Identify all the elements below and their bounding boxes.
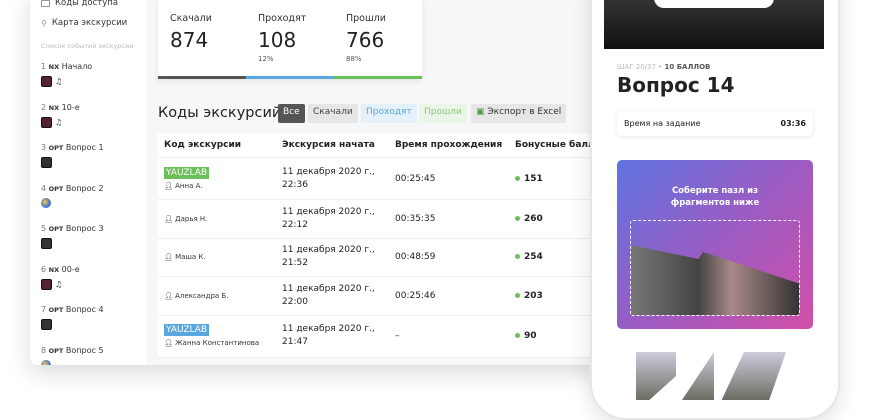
phone-screen: ШАГ 20/37 • 10 БАЛЛОВ Вопрос 14 Время на… <box>604 0 824 400</box>
event-item[interactable]: 7 ОРТ Вопрос 4 <box>41 305 104 330</box>
image-thumbnail-icon <box>41 157 52 168</box>
filter-all[interactable]: Все <box>278 104 305 123</box>
event-item[interactable]: 4 ОРТ Вопрос 2 <box>41 184 104 208</box>
audio-icon: ♫ <box>55 77 63 86</box>
stat-bar <box>158 76 246 79</box>
globe-icon <box>41 197 51 208</box>
stat-bar <box>246 76 334 79</box>
status-dot <box>515 292 520 298</box>
section-label: Список событий экскурсии <box>41 42 134 50</box>
user-icon: 👤︎ <box>164 214 176 223</box>
event-item[interactable]: 8 ОРТ Вопрос 5 <box>41 346 104 365</box>
sidebar-item-tour-map[interactable]: ⚲ Карта экскурсии <box>41 18 128 28</box>
filter-completed[interactable]: Прошли <box>419 104 467 123</box>
audio-icon: ♫ <box>55 279 63 289</box>
user-name: 👤︎ Александра Б. <box>164 291 229 300</box>
code-tag: YAUZLAB <box>164 166 210 179</box>
image-thumbnail-icon <box>41 319 52 330</box>
stat-2: Прошли 766 88% <box>346 13 386 63</box>
status-dot <box>515 254 520 260</box>
user-icon: 👤︎ <box>164 339 176 347</box>
status-dot <box>515 333 520 338</box>
user-icon: 👤︎ <box>164 253 176 262</box>
puzzle-fragment[interactable] <box>674 352 714 400</box>
stat-bar <box>334 76 422 79</box>
table-row[interactable]: 👤︎ Александра Б. 11 декабря 2020 г., 22:0… <box>158 277 610 316</box>
status-dot <box>515 175 520 181</box>
timer-box: Время на задание 03:36 <box>617 111 813 136</box>
image-thumbnail-icon <box>41 238 52 249</box>
col-bonus: Бонусные баллы <box>515 140 603 150</box>
user-icon: 👤︎ <box>164 291 176 300</box>
map-route-icon: ⚲ <box>41 18 47 28</box>
col-code: Код экскурсии <box>164 140 242 150</box>
user-name: 👤︎ Жанна Константинова <box>164 339 260 347</box>
puzzle-card: Соберите пазл из фрагментов ниже <box>617 160 813 329</box>
col-started: Экскурсия начата <box>282 139 375 150</box>
page-title: Коды экскурсий <box>158 105 282 121</box>
sidebar-item-access-codes[interactable]: Коды доступа <box>41 0 118 8</box>
table-row[interactable]: YAUZLAB 👤︎ Жанна Константинова 11 декабря… <box>158 316 610 358</box>
export-excel-button[interactable]: ▣ Экспорт в Excel <box>471 104 567 123</box>
table-row[interactable]: 👤︎ Дарья Н. 11 декабря 2020 г., 22:12 00:… <box>158 200 610 239</box>
sidebar: Коды доступа ⚲ Карта экскурсии Список соб… <box>30 0 147 365</box>
globe-icon <box>41 359 51 365</box>
stat-1: Проходят 108 12% <box>258 13 307 63</box>
status-dot <box>515 215 520 221</box>
user-icon: 👤︎ <box>164 181 176 190</box>
header-image <box>604 0 824 49</box>
code-tag: YAUZLAB <box>164 324 210 336</box>
audio-icon: ♫ <box>55 117 63 127</box>
step-info: ШАГ 20/37 • 10 БАЛЛОВ <box>617 63 711 71</box>
puzzle-photo <box>631 245 799 315</box>
table-row[interactable]: 👤︎ Маша К. 11 декабря 2020 г., 21:52 00:4… <box>158 239 610 277</box>
admin-window: Коды доступа ⚲ Карта экскурсии Список соб… <box>30 0 610 365</box>
question-title: Вопрос 14 <box>617 73 735 97</box>
event-item[interactable]: 3 ОРТ Вопрос 1 <box>41 143 104 168</box>
col-duration: Время прохождения <box>395 140 503 150</box>
stats-card: Скачали 874 Проходят 108 12% Прошли 766 88% <box>158 0 422 79</box>
user-name: 👤︎ Дарья Н. <box>164 214 208 223</box>
user-name: 👤︎ Анна А. <box>164 181 203 190</box>
table-header: Код экскурсии Экскурсия начата Время про… <box>158 133 610 158</box>
event-item[interactable]: 2 NX 10-е ♫ <box>41 102 80 128</box>
user-name: 👤︎ Маша К. <box>164 253 206 262</box>
video-thumbnail-icon <box>41 76 52 87</box>
keys-icon <box>41 0 50 7</box>
video-thumbnail-icon <box>41 116 52 128</box>
puzzle-drop-zone[interactable] <box>630 220 800 316</box>
filter-downloaded[interactable]: Скачали <box>308 104 358 123</box>
excel-icon: ▣ <box>476 107 488 117</box>
event-item[interactable]: 6 NX 00-е ♫ <box>41 264 80 290</box>
event-item[interactable]: 1 NX Начало ♫ <box>41 62 93 87</box>
puzzle-fragment[interactable] <box>636 352 676 400</box>
codes-table: Код экскурсии Экскурсия начата Время про… <box>158 133 610 358</box>
puzzle-fragment[interactable] <box>716 352 786 400</box>
filter-in-progress[interactable]: Проходят <box>361 104 417 123</box>
stat-0: Скачали 874 <box>170 13 212 52</box>
video-thumbnail-icon <box>41 278 52 290</box>
event-item[interactable]: 5 ОРТ Вопрос 3 <box>41 224 104 249</box>
table-row[interactable]: YAUZLAB 👤︎ Анна А. 11 декабря 2020 г., 22:… <box>158 158 610 200</box>
